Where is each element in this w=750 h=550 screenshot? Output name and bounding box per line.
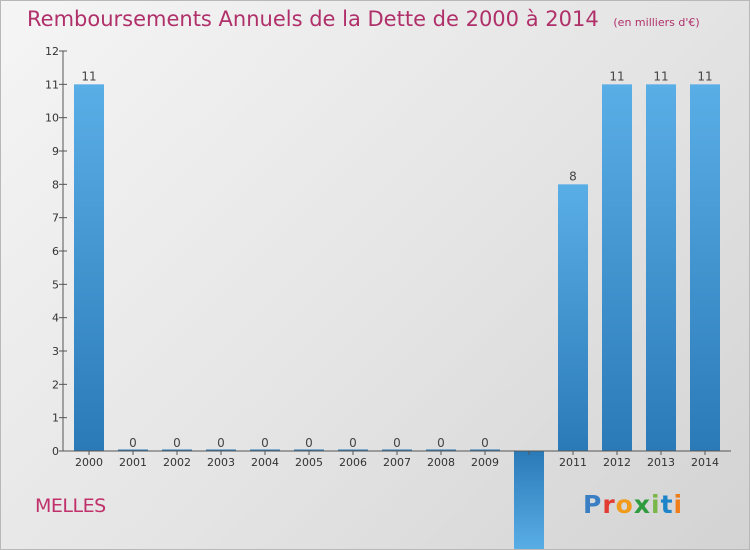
bar [74,84,104,451]
bar-value-label: 0 [481,436,489,450]
x-tick-label: 2009 [471,456,499,469]
x-tick-label: 2004 [251,456,279,469]
bar [250,449,280,451]
bar-value-label: 0 [261,436,269,450]
x-tick-label: 2012 [603,456,631,469]
bar-value-label: 0 [173,436,181,450]
bar [294,449,324,451]
bar-value-label: 0 [129,436,137,450]
y-tick-label: 11 [45,78,59,91]
y-tick-label: 3 [52,345,59,358]
x-tick-label: 2003 [207,456,235,469]
y-tick-label: 0 [52,445,59,458]
y-tick-label: 6 [52,245,59,258]
x-tick-label: 2011 [559,456,587,469]
bar [602,84,632,451]
bar-value-label: 11 [609,69,624,83]
bar [206,449,236,451]
bar-value-label: 0 [305,436,313,450]
bar [338,449,368,451]
x-tick-label: 2002 [163,456,191,469]
logo-letter: P [583,490,603,519]
x-tick-label: 2006 [339,456,367,469]
bar-value-label: 0 [217,436,225,450]
bar [382,449,412,451]
x-tick-label: 2014 [691,456,719,469]
bar-value-label: 11 [653,69,668,83]
logo-letter: x [633,490,651,519]
y-tick-label: 1 [52,412,59,425]
x-tick-label: 2007 [383,456,411,469]
bar [514,451,544,549]
x-tick-label: 2008 [427,456,455,469]
bar [470,449,500,451]
x-axis: 2000 2001 2002 2003 2004 2005 2006 2007 2008 2009… [63,450,731,469]
bar-value-label: 8 [569,169,577,183]
bar [690,84,720,451]
y-tick-label: 7 [52,212,59,225]
logo-letter: i [651,490,661,519]
proxiti-logo: Proxiti [583,490,683,519]
bar [426,449,456,451]
y-tick-label: 9 [52,145,59,158]
bar [118,449,148,451]
bar-value-label: 11 [81,69,96,83]
logo-letter: t [660,490,674,519]
y-tick-label: 4 [52,312,59,325]
bar [558,184,588,452]
y-tick-label: 8 [52,178,59,191]
x-tick-label: 2013 [647,456,675,469]
bar-value-label: 0 [349,436,357,450]
x-tick-label: 2000 [75,456,103,469]
bar-value-label: 0 [393,436,401,450]
logo-letter: o [615,490,634,519]
bar-value-label: 0 [437,436,445,450]
y-tick-label: 12 [45,45,59,58]
chart-title: Remboursements Annuels de la Dette de 20… [27,7,700,31]
logo-letter: r [602,490,616,519]
y-tick-label: 5 [52,278,59,291]
bar-value-label: 11 [697,69,712,83]
y-tick-label: 2 [52,378,59,391]
x-tick-label: 2001 [119,456,147,469]
x-tick-label: 2005 [295,456,323,469]
title-unit: (en milliers d'€) [613,16,700,29]
title-text: Remboursements Annuels de la Dette de 20… [27,7,599,31]
bar [162,449,192,451]
bar [646,84,676,451]
y-tick-label: 10 [45,112,59,125]
bars: 11 0 0 0 0 0 0 0 0 0 8 11 11 11 [74,69,720,549]
logo-letter: i [673,490,684,519]
commune-name: MELLES [35,495,106,517]
